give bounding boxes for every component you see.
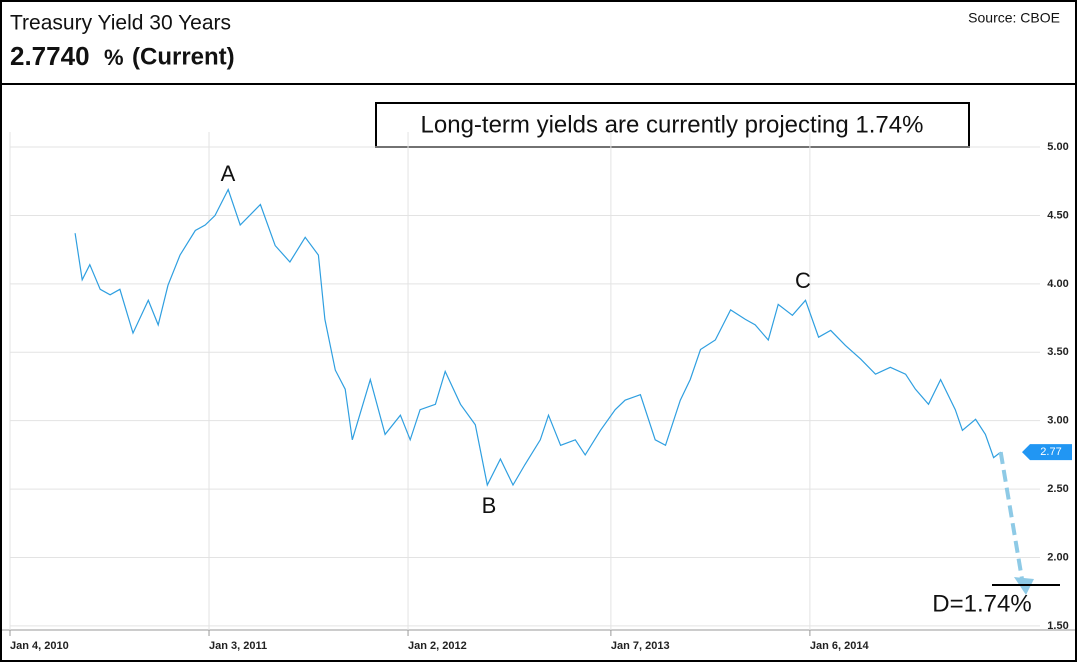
current-tag-label: 2.77	[1040, 446, 1061, 458]
y-tick-label: 4.00	[1047, 278, 1068, 290]
projection-arrow	[998, 451, 1024, 580]
x-tick-label: Jan 2, 2012	[408, 640, 467, 652]
current-tag	[1022, 444, 1072, 461]
point-label: C	[795, 268, 811, 293]
yield-line	[74, 187, 1002, 487]
source: Source: CBOE	[968, 10, 1060, 26]
y-tick-label: 2.50	[1047, 483, 1068, 495]
y-tick-label: 4.50	[1047, 209, 1068, 221]
title: Treasury Yield 30 Years	[10, 12, 231, 35]
unit: %	[104, 45, 124, 70]
current-value: 2.7740	[10, 41, 90, 71]
y-tick-label: 5.00	[1047, 141, 1068, 153]
y-tick-label: 2.00	[1047, 551, 1068, 563]
status: (Current)	[132, 43, 235, 70]
x-tick-label: Jan 4, 2010	[10, 640, 69, 652]
y-tick-label: 1.50	[1047, 620, 1068, 632]
y-tick-label: 3.00	[1047, 415, 1068, 427]
x-tick-label: Jan 3, 2011	[209, 640, 267, 652]
point-label: A	[221, 161, 236, 186]
x-tick-label: Jan 6, 2014	[810, 640, 870, 652]
point-label: B	[482, 493, 497, 518]
annotation: Long-term yields are currently projectin…	[421, 111, 924, 138]
projection-label: D=1.74%	[932, 590, 1031, 617]
x-tick-label: Jan 7, 2013	[611, 640, 670, 652]
y-tick-label: 3.50	[1047, 346, 1068, 358]
